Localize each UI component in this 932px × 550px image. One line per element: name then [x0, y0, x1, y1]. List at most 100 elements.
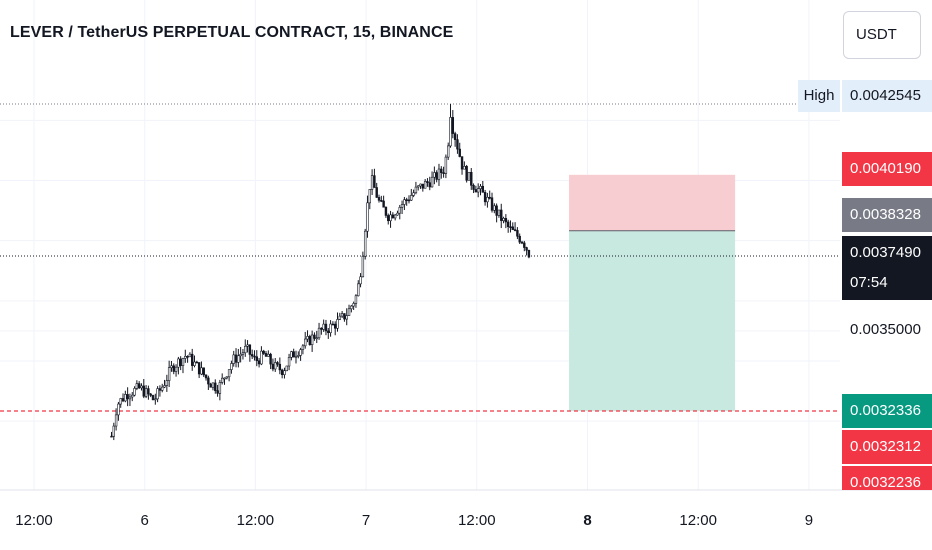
candle — [184, 349, 187, 363]
candle — [483, 189, 487, 206]
candle — [359, 273, 362, 288]
candle-body — [154, 398, 157, 401]
candle — [474, 185, 478, 193]
candle-body — [151, 395, 155, 401]
candle-body — [271, 363, 275, 370]
candle-body — [248, 344, 252, 355]
candle — [340, 310, 344, 319]
candle — [188, 352, 192, 358]
candle — [320, 327, 323, 335]
candle — [124, 390, 127, 403]
candle-body — [223, 377, 226, 380]
candle-body — [167, 367, 171, 381]
candle-body — [142, 385, 145, 397]
currency-button[interactable]: USDT — [843, 11, 921, 59]
candle — [387, 213, 390, 225]
candle — [423, 179, 427, 189]
candle — [135, 380, 139, 391]
candle-body — [423, 181, 427, 189]
candle-body — [398, 206, 401, 214]
candle — [347, 304, 351, 316]
candle — [144, 385, 148, 399]
candle-body — [506, 221, 510, 228]
candle-body — [135, 383, 139, 389]
candle — [181, 357, 185, 374]
candle-body — [393, 214, 397, 219]
candle-body — [493, 205, 496, 211]
candle — [336, 312, 339, 332]
candle — [193, 355, 196, 368]
candle-body — [131, 394, 134, 398]
price-lines — [0, 103, 840, 412]
candle-body — [405, 199, 408, 201]
last-price-label: 0.0037490 — [850, 244, 921, 261]
candle-body — [232, 354, 235, 364]
candle-body — [442, 172, 445, 174]
candle-body — [428, 182, 431, 188]
candle-body — [250, 354, 254, 357]
candle — [329, 320, 332, 337]
candle — [195, 360, 199, 364]
candle — [274, 358, 277, 372]
high-tag: High — [798, 80, 840, 112]
candle — [167, 360, 171, 388]
grid — [0, 0, 932, 491]
candle-body — [483, 192, 487, 203]
candle-body — [237, 355, 240, 363]
candle-body — [264, 353, 268, 357]
candle-body — [285, 365, 288, 372]
candle-body — [165, 380, 169, 386]
candle — [440, 166, 443, 179]
candle-body — [218, 382, 222, 394]
candle-body — [516, 230, 519, 237]
candle-body — [133, 388, 136, 396]
candle-body — [124, 394, 127, 402]
candle — [403, 196, 406, 211]
candle-body — [278, 363, 282, 371]
countdown-label: 07:54 — [850, 274, 888, 291]
candle-body — [361, 255, 365, 278]
candle — [250, 349, 254, 360]
candle-body — [322, 323, 325, 330]
candle-body — [509, 226, 512, 229]
candle-body — [313, 334, 316, 339]
candle — [163, 379, 166, 389]
candle — [361, 251, 365, 278]
candle-body — [327, 330, 330, 334]
candle — [244, 339, 247, 357]
candle-body — [396, 212, 399, 216]
candle — [354, 294, 358, 308]
candle — [523, 240, 526, 252]
candle — [137, 381, 141, 390]
candle — [331, 321, 335, 326]
time-tick-label: 12:00 — [458, 512, 496, 529]
candle-body — [433, 172, 436, 178]
candle — [317, 322, 321, 340]
take-profit-zone[interactable] — [569, 230, 736, 411]
candle-body — [417, 185, 420, 188]
candle-body — [257, 360, 261, 365]
candle — [412, 189, 415, 198]
candle-body — [403, 199, 406, 205]
candle — [375, 182, 378, 198]
candle-body — [430, 176, 434, 188]
candle-body — [449, 117, 452, 147]
candle-body — [128, 396, 132, 400]
candle — [264, 351, 268, 357]
candle-body — [495, 205, 498, 216]
last-price-box — [842, 236, 932, 300]
time-tick-label: 12:00 — [15, 512, 53, 529]
candle — [324, 319, 328, 336]
stop-loss-zone[interactable] — [569, 174, 736, 231]
candle-body — [177, 358, 180, 368]
candle-body — [497, 209, 501, 216]
candle — [333, 321, 337, 336]
candle-body — [375, 187, 378, 198]
candle — [456, 134, 459, 154]
candle — [370, 169, 374, 195]
candle — [382, 195, 385, 208]
candle — [202, 367, 205, 377]
candle — [308, 334, 312, 346]
candle — [177, 356, 180, 375]
